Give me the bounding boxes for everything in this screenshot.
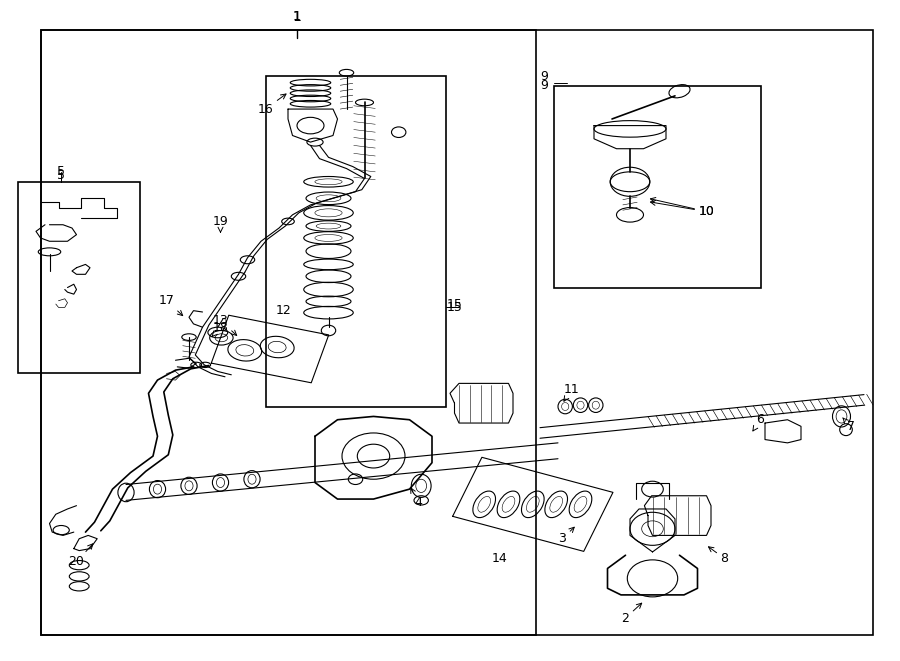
Text: 15: 15 (446, 301, 463, 314)
Text: 1: 1 (293, 10, 301, 23)
Text: 9: 9 (541, 69, 548, 83)
Text: 16: 16 (257, 94, 286, 116)
Text: 11: 11 (563, 383, 580, 401)
Text: 18: 18 (212, 321, 229, 336)
Text: 10: 10 (651, 200, 715, 218)
Bar (554, 86, 760, 288)
Text: 20: 20 (68, 544, 93, 568)
Text: 2: 2 (622, 603, 642, 625)
Text: 15: 15 (446, 297, 463, 311)
Text: 6: 6 (753, 413, 764, 431)
Bar (266, 76, 446, 407)
Text: 10: 10 (651, 198, 715, 218)
Text: 9: 9 (541, 79, 548, 93)
Text: 12: 12 (275, 304, 292, 317)
Text: 3: 3 (559, 527, 574, 545)
Text: 4: 4 (410, 488, 422, 509)
Text: 8: 8 (708, 547, 728, 565)
Text: 5: 5 (58, 169, 65, 182)
Text: 1: 1 (292, 9, 302, 24)
Text: 7: 7 (842, 418, 854, 433)
Text: 14: 14 (491, 552, 508, 565)
Text: 19: 19 (212, 215, 229, 233)
Bar (40, 30, 536, 635)
Text: 17: 17 (158, 294, 183, 315)
Bar (18, 182, 140, 373)
Text: 5: 5 (58, 165, 65, 178)
Text: 13: 13 (212, 314, 237, 335)
